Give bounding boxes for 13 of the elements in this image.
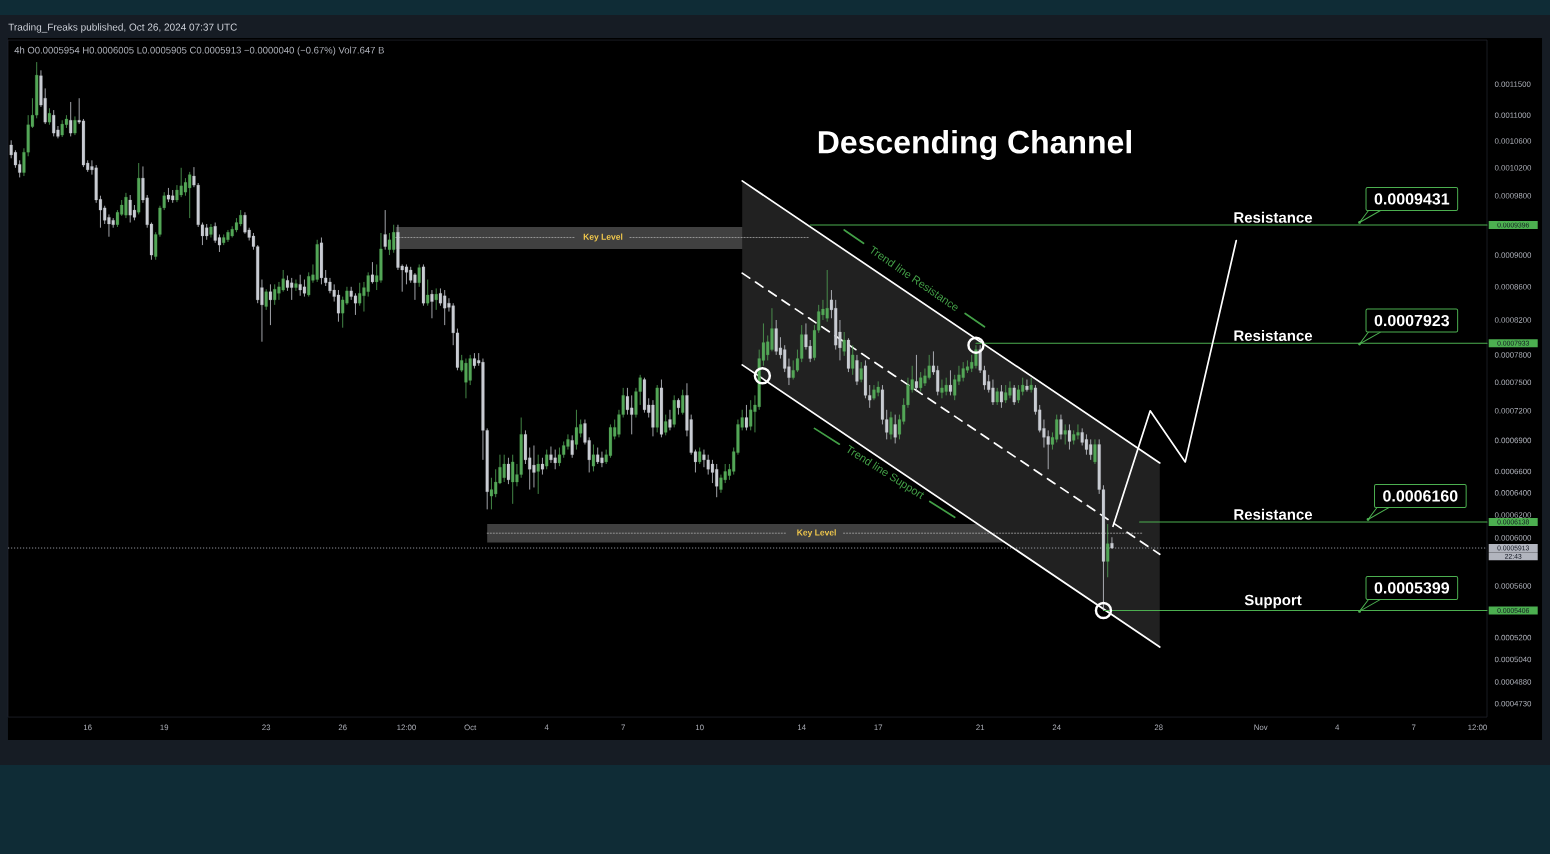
series-label: Resistance [1234, 508, 1313, 520]
series-label: Resistance [1234, 329, 1313, 341]
annotation: 0.0006160 [1383, 490, 1458, 502]
series-label: Key Level [583, 233, 623, 242]
series-label: Key Level [797, 529, 836, 538]
text: Descending Channel [818, 130, 1131, 160]
series-label: Support [1244, 594, 1302, 609]
annotation: 4h O0.0005954 H0.0006005 L0.0005905 C0.0005913 −0.0000040 (−0.67%) Vol7.647 B [14, 46, 384, 56]
annotation: 0.0009431 [1374, 193, 1450, 205]
annotation: 0.0007923 [1374, 314, 1450, 327]
annotation: 0.0005399 [1374, 582, 1450, 594]
series-label: Resistance [1234, 211, 1313, 223]
text: Trading_Freaks published, Oct 26, 2024 07:37 UTC [8, 23, 237, 33]
